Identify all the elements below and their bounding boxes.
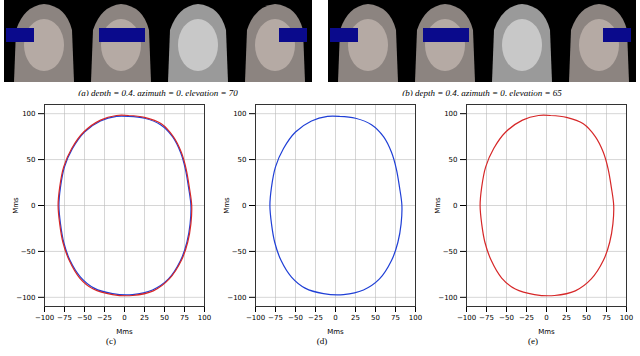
svg-text:−100: −100 <box>246 314 265 322</box>
svg-text:50: 50 <box>238 156 247 164</box>
svg-text:−100: −100 <box>227 294 246 302</box>
svg-text:25: 25 <box>351 314 360 322</box>
svg-text:Mms: Mms <box>538 328 555 336</box>
html-text:(b) depth = 0.4, azimuth = 0,: (b) depth = 0.4, azimuth = 0, elevation … <box>402 88 562 98</box>
svg-text:50: 50 <box>27 156 36 164</box>
svg-text:−50: −50 <box>443 248 458 256</box>
svg-text:100: 100 <box>198 314 211 322</box>
svg-text:Mms: Mms <box>223 197 231 214</box>
html-text:(c): (c) <box>106 336 116 346</box>
svg-text:25: 25 <box>140 314 149 322</box>
svg-text:50: 50 <box>582 314 591 322</box>
svg-text:0: 0 <box>544 314 548 322</box>
svg-text:−50: −50 <box>21 248 36 256</box>
svg-text:75: 75 <box>391 314 400 322</box>
svg-text:100: 100 <box>22 110 35 118</box>
svg-text:0: 0 <box>333 314 337 322</box>
svg-text:−25: −25 <box>97 314 112 322</box>
svg-text:0: 0 <box>453 202 457 210</box>
svg-text:−25: −25 <box>308 314 323 322</box>
svg-text:−50: −50 <box>288 314 303 322</box>
svg-text:−100: −100 <box>35 314 54 322</box>
svg-text:50: 50 <box>371 314 380 322</box>
svg-text:100: 100 <box>409 314 422 322</box>
svg-text:Mms: Mms <box>116 328 133 336</box>
html-text:(d): (d) <box>316 336 328 346</box>
svg-text:0: 0 <box>31 202 35 210</box>
svg-text:50: 50 <box>160 314 169 322</box>
svg-text:−50: −50 <box>499 314 514 322</box>
svg-text:0: 0 <box>242 202 246 210</box>
svg-text:Mms: Mms <box>434 197 442 214</box>
svg-text:−100: −100 <box>16 294 35 302</box>
svg-text:−75: −75 <box>268 314 283 322</box>
svg-text:100: 100 <box>620 314 633 322</box>
svg-text:75: 75 <box>602 314 611 322</box>
svg-text:25: 25 <box>562 314 571 322</box>
html-text:(a) depth = 0.4, azimuth = 0,: (a) depth = 0.4, azimuth = 0, elevation … <box>78 88 238 98</box>
svg-text:100: 100 <box>444 110 457 118</box>
svg-text:Mms: Mms <box>327 328 344 336</box>
svg-text:0: 0 <box>122 314 126 322</box>
svg-text:−50: −50 <box>77 314 92 322</box>
svg-text:−50: −50 <box>232 248 247 256</box>
svg-text:−25: −25 <box>519 314 534 322</box>
svg-text:−100: −100 <box>438 294 457 302</box>
svg-text:75: 75 <box>180 314 189 322</box>
svg-text:50: 50 <box>449 156 458 164</box>
svg-text:−100: −100 <box>457 314 476 322</box>
svg-text:Mms: Mms <box>12 197 20 214</box>
svg-text:−75: −75 <box>57 314 72 322</box>
html-text:(e): (e) <box>528 336 538 346</box>
svg-text:100: 100 <box>233 110 246 118</box>
svg-text:−75: −75 <box>479 314 494 322</box>
